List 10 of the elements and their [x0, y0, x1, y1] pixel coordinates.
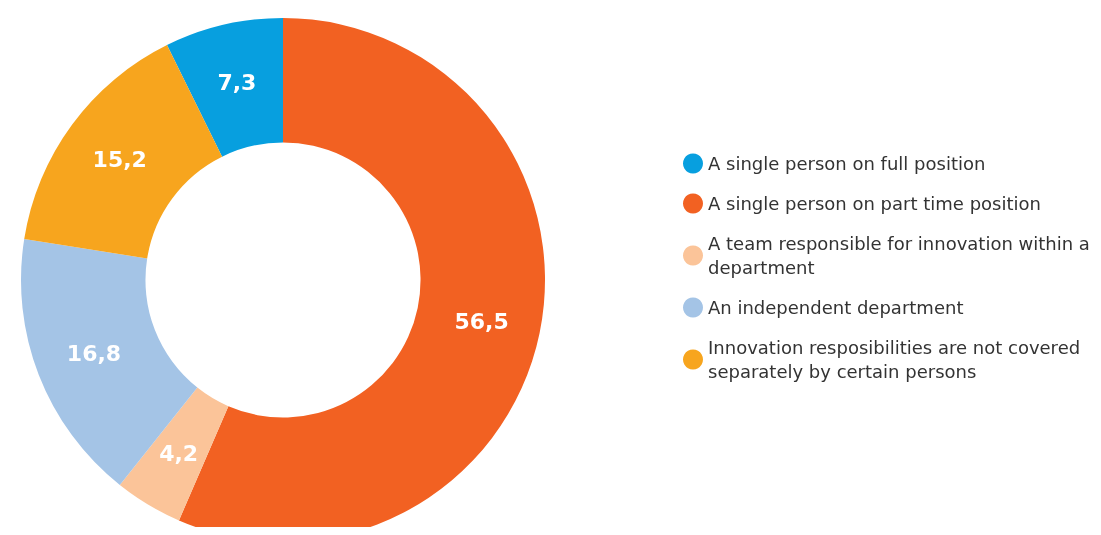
data-label: 16,8 — [66, 340, 122, 366]
legend-label: Innovation resposibilities are not covered separately by certain persons — [708, 337, 1086, 382]
data-label: 4,2 — [159, 441, 199, 467]
data-label: 56,5 — [454, 308, 509, 334]
legend-label: A team responsible for innovation within a department — [708, 233, 1096, 278]
data-label: 15,2 — [92, 147, 147, 173]
data-label: 7,3 — [217, 70, 257, 96]
legend-label: A single person on part time position — [708, 193, 1041, 214]
legend-label: An independent department — [708, 297, 964, 318]
legend-label: A single person on full position — [708, 153, 986, 174]
